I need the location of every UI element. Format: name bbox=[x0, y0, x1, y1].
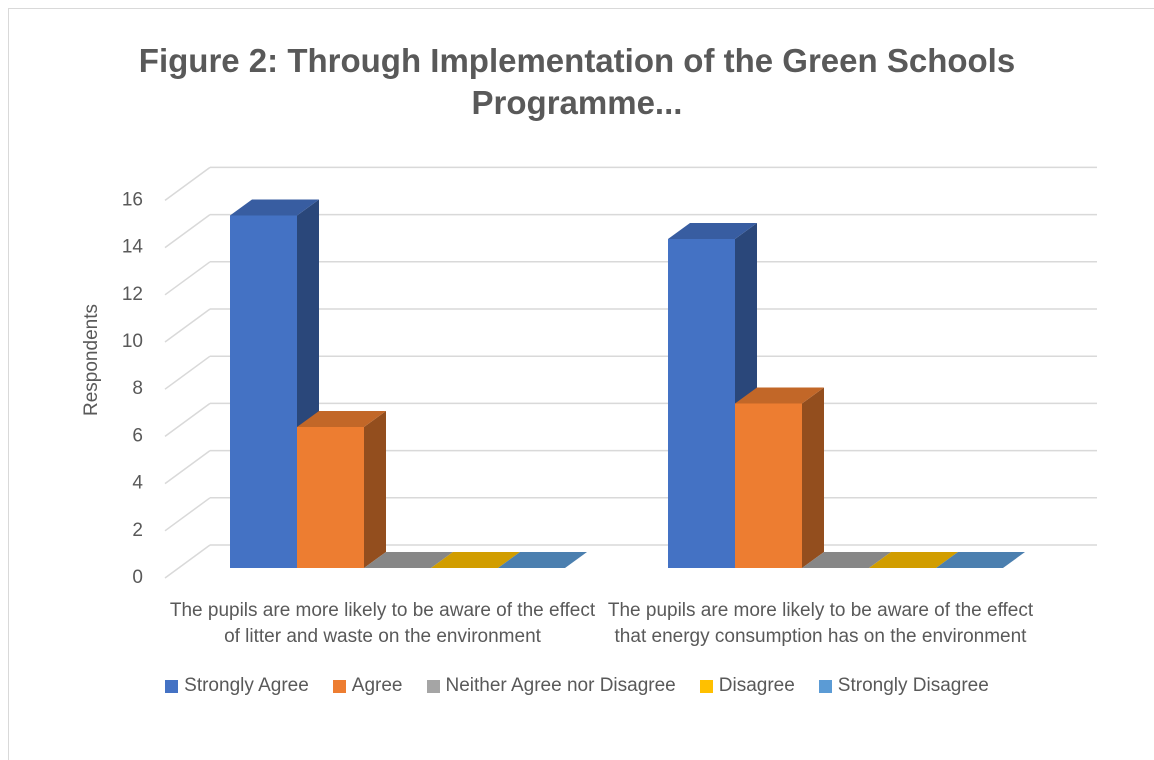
bar bbox=[802, 552, 891, 568]
bar-front bbox=[735, 403, 802, 568]
y-tick-label: 6 bbox=[132, 425, 143, 446]
grid-line bbox=[164, 449, 211, 485]
bar-top bbox=[364, 552, 453, 568]
bar-top bbox=[230, 199, 319, 216]
x-tick-label: The pupils are more likely to be aware o… bbox=[607, 600, 1034, 647]
grid-line bbox=[164, 355, 211, 390]
bar-top bbox=[297, 411, 386, 427]
legend-label: Strongly Agree bbox=[184, 675, 309, 696]
grid-line bbox=[164, 213, 211, 249]
legend-item: Disagree bbox=[699, 675, 795, 697]
bar bbox=[936, 552, 1025, 568]
y-tick-label: 0 bbox=[132, 567, 143, 588]
bar-top bbox=[498, 552, 587, 568]
bar-top bbox=[431, 552, 520, 568]
y-tick-label: 12 bbox=[122, 284, 143, 305]
bar-top bbox=[668, 223, 757, 239]
grid-line bbox=[164, 166, 211, 202]
grid-line bbox=[164, 402, 211, 438]
chart-border bbox=[8, 8, 1154, 760]
legend-label: Agree bbox=[351, 675, 403, 696]
y-tick-label: 16 bbox=[122, 189, 143, 210]
grid-line bbox=[164, 308, 211, 343]
bar bbox=[431, 552, 520, 568]
chart-title: Figure 2: Through Implementation of the … bbox=[138, 42, 1016, 121]
y-tick-label: 10 bbox=[122, 331, 143, 352]
legend-label: Neither Agree nor Disagree bbox=[445, 675, 676, 696]
bar bbox=[869, 552, 958, 568]
bar-side bbox=[802, 387, 824, 568]
bar-top bbox=[735, 387, 824, 404]
legend-swatch bbox=[699, 679, 713, 693]
bar bbox=[735, 387, 824, 568]
bar bbox=[498, 552, 587, 568]
bar bbox=[364, 552, 453, 568]
legend-label: Disagree bbox=[718, 675, 795, 696]
bar-top bbox=[802, 552, 891, 568]
legend-swatch bbox=[818, 679, 832, 693]
legend-swatch bbox=[332, 679, 346, 693]
legend: Strongly Agree Agree Neither Agree nor Dis… bbox=[0, 675, 1154, 697]
y-axis-label: Respondents bbox=[81, 304, 102, 416]
bar-front bbox=[297, 427, 364, 568]
y-tick-label: 2 bbox=[132, 520, 143, 541]
bar-front bbox=[668, 239, 735, 568]
grid-line bbox=[164, 544, 211, 579]
x-tick-label: The pupils are more likely to be aware o… bbox=[169, 600, 596, 647]
grid-line bbox=[164, 497, 211, 532]
y-tick-label: 14 bbox=[122, 237, 144, 258]
bar-top bbox=[869, 552, 958, 568]
bar-front bbox=[230, 215, 297, 568]
bar bbox=[297, 411, 386, 568]
legend-swatch bbox=[165, 679, 179, 693]
legend-label: Strongly Disagree bbox=[837, 675, 989, 696]
bar-side bbox=[364, 411, 386, 568]
legend-swatch bbox=[426, 679, 440, 693]
legend-item: Strongly Disagree bbox=[818, 675, 989, 697]
legend-item: Agree bbox=[332, 675, 403, 697]
legend-item: Strongly Agree bbox=[165, 675, 309, 697]
grid-line bbox=[164, 261, 211, 296]
y-tick-label: 4 bbox=[132, 473, 143, 494]
bar-top bbox=[936, 552, 1025, 568]
y-tick-label: 8 bbox=[132, 378, 143, 399]
legend-item: Neither Agree nor Disagree bbox=[426, 675, 676, 697]
